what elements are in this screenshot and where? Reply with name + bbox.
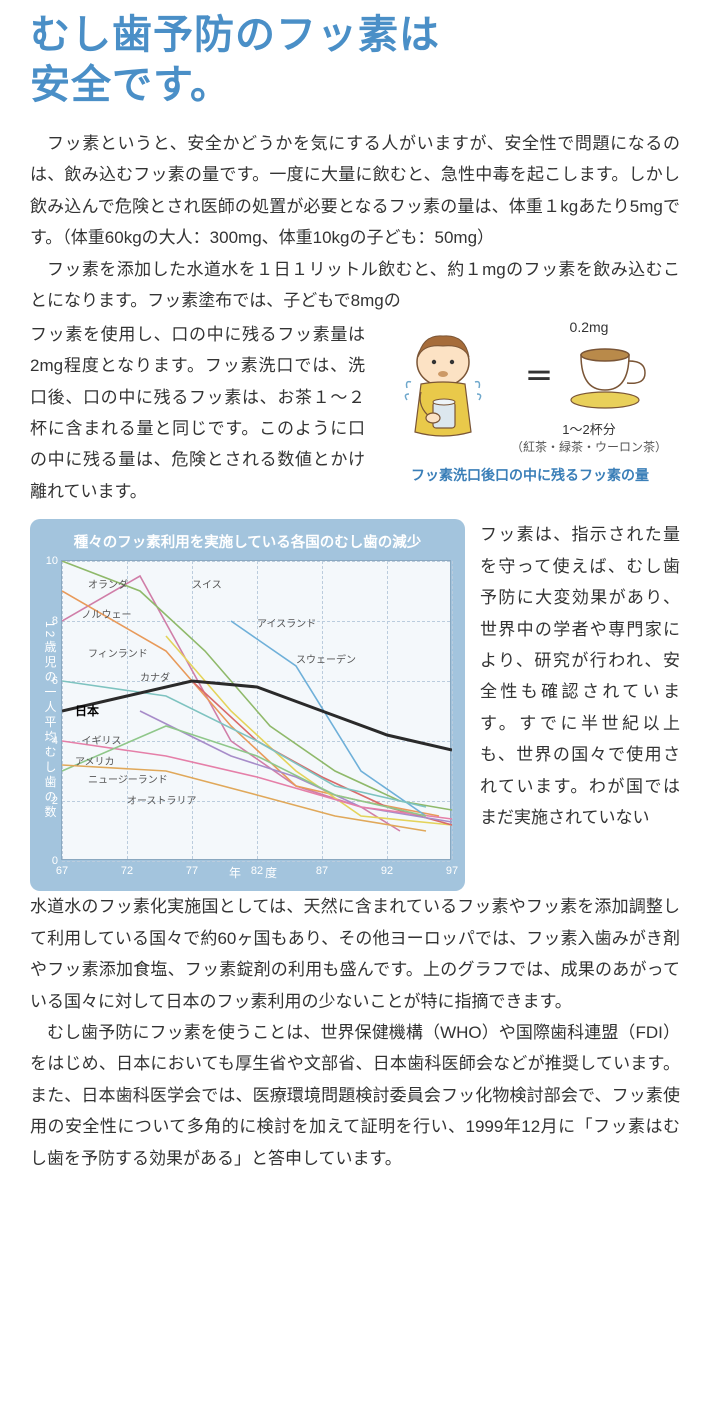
paragraph-2: フッ素を添加した水道水を１日１リットル飲むと、約１mgのフッ素を飲み込むことにな…: [30, 254, 680, 317]
y-tick: 6: [42, 675, 58, 687]
paragraph-5: 水道水のフッ素化実施国としては、天然に含まれているフッ素やフッ素を添加調整して利…: [30, 891, 680, 1017]
text-illustration-row: フッ素を使用し、口の中に残るフッ素量は2mg程度となります。フッ素洗口では、洗口…: [30, 319, 680, 508]
x-tick: 72: [121, 865, 133, 877]
title-line-1: むし歯予防のフッ素は: [30, 13, 440, 57]
page-title: むし歯予防のフッ素は 安全です。: [30, 10, 680, 110]
y-tick: 4: [42, 735, 58, 747]
mg-label: 0.2mg: [570, 319, 609, 335]
paragraph-3: フッ素を使用し、口の中に残るフッ素量は2mg程度となります。フッ素洗口では、洗口…: [30, 319, 365, 508]
x-tick: 87: [316, 865, 328, 877]
equals-symbol: ＝: [525, 355, 553, 395]
paragraph-4: フッ素は、指示された量を守って使えば、むし歯予防に大変効果があり、世界中の学者や…: [480, 519, 680, 833]
chart-title: 種々のフッ素利用を実施している各国のむし歯の減少: [40, 531, 455, 552]
x-tick: 82: [251, 865, 263, 877]
cups-label: 1〜2杯分: [562, 419, 615, 438]
y-tick: 8: [42, 615, 58, 627]
title-line-2: 安全です。: [30, 63, 231, 107]
y-axis-label: 12歳児の一人平均むし歯の数: [40, 560, 61, 881]
y-tick: 10: [42, 555, 58, 567]
cavity-decline-chart: 種々のフッ素利用を実施している各国のむし歯の減少 12歳児の一人平均むし歯の数 …: [30, 519, 465, 891]
fluoride-cup-illustration: 0.2mg ＝ 1〜2杯分 （紅茶・緑茶・ウーロン茶） フッ素洗口後口の中に残る…: [380, 319, 680, 485]
y-tick: 0: [42, 855, 58, 867]
paragraph-6: むし歯予防にフッ素を使うことは、世界保健機構（WHO）や国際歯科連盟（FDI）を…: [30, 1017, 680, 1174]
paragraph-1: フッ素というと、安全かどうかを気にする人がいますが、安全性で問題になるのは、飲み…: [30, 128, 680, 254]
x-tick: 92: [381, 865, 393, 877]
cups-sublabel: （紅茶・緑茶・ウーロン茶）: [511, 438, 667, 455]
chart-plot-area: 677277828792970246810オランダスイスノルウェーアイスランドフ…: [61, 560, 451, 860]
teacup-icon: [563, 335, 653, 415]
chart-lines: [62, 561, 452, 861]
y-tick: 2: [42, 795, 58, 807]
boy-with-cup-icon: [393, 322, 503, 452]
x-tick: 97: [446, 865, 458, 877]
illustration-caption: フッ素洗口後口の中に残るフッ素の量: [380, 465, 680, 485]
x-tick: 77: [186, 865, 198, 877]
chart-text-row: 種々のフッ素利用を実施している各国のむし歯の減少 12歳児の一人平均むし歯の数 …: [30, 519, 680, 891]
